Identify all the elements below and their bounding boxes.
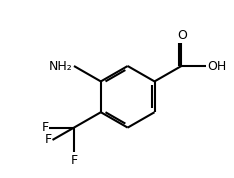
Text: OH: OH bbox=[207, 59, 226, 72]
Text: NH₂: NH₂ bbox=[49, 59, 73, 72]
Text: F: F bbox=[41, 121, 48, 134]
Text: F: F bbox=[45, 134, 52, 146]
Text: F: F bbox=[70, 154, 77, 167]
Text: O: O bbox=[177, 29, 187, 42]
